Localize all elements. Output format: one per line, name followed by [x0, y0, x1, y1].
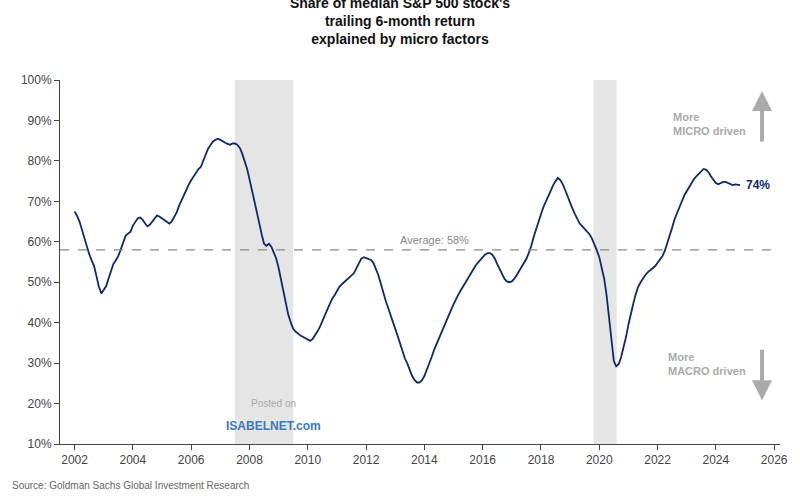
svg-text:80%: 80% [28, 154, 52, 168]
svg-text:2026: 2026 [761, 453, 788, 467]
svg-text:40%: 40% [28, 316, 52, 330]
svg-text:Posted on: Posted on [251, 398, 296, 409]
svg-text:30%: 30% [28, 356, 52, 370]
svg-text:2022: 2022 [644, 453, 671, 467]
svg-text:Average: 58%: Average: 58% [400, 234, 469, 246]
svg-text:MoreMACRO driven: MoreMACRO driven [668, 351, 746, 377]
svg-text:2014: 2014 [411, 453, 438, 467]
svg-text:ISABELNET.com: ISABELNET.com [226, 419, 321, 433]
svg-text:2008: 2008 [236, 453, 263, 467]
svg-text:2002: 2002 [61, 453, 88, 467]
svg-text:2004: 2004 [120, 453, 147, 467]
svg-text:2024: 2024 [703, 453, 730, 467]
svg-text:Source: Goldman Sachs Global I: Source: Goldman Sachs Global Investment … [12, 480, 249, 491]
svg-text:100%: 100% [21, 73, 52, 87]
svg-text:MoreMICRO driven: MoreMICRO driven [673, 111, 746, 137]
svg-text:2020: 2020 [586, 453, 613, 467]
svg-text:10%: 10% [28, 437, 52, 451]
svg-text:50%: 50% [28, 275, 52, 289]
svg-text:Share of median S&P 500 stock': Share of median S&P 500 stock'strailing … [290, 0, 510, 47]
svg-text:2006: 2006 [178, 453, 205, 467]
svg-text:2016: 2016 [469, 453, 496, 467]
svg-text:70%: 70% [28, 195, 52, 209]
svg-text:2010: 2010 [294, 453, 321, 467]
svg-text:60%: 60% [28, 235, 52, 249]
svg-text:2012: 2012 [353, 453, 380, 467]
svg-text:90%: 90% [28, 114, 52, 128]
svg-text:74%: 74% [746, 178, 770, 192]
svg-text:2018: 2018 [528, 453, 555, 467]
svg-text:20%: 20% [28, 397, 52, 411]
